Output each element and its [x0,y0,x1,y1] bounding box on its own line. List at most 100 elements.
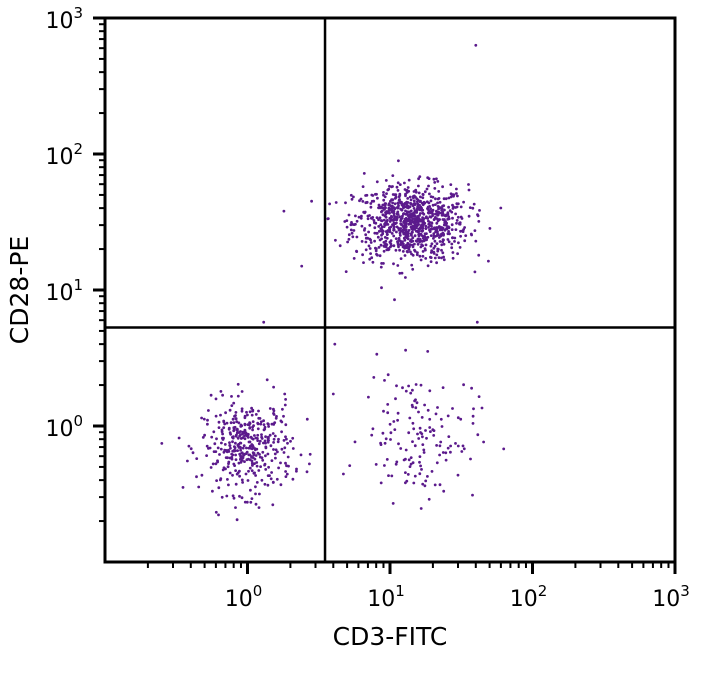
data-point [471,493,474,497]
data-point [234,482,238,486]
data-point [430,470,434,473]
data-point [394,237,398,241]
data-point [437,236,441,239]
data-point [419,206,422,209]
data-point [429,195,433,199]
data-point [230,395,233,398]
data-point [440,243,444,247]
data-point [197,485,201,489]
data-point [384,179,388,182]
data-point [437,190,441,193]
data-point [251,444,255,447]
data-point [366,217,370,221]
data-point [402,236,406,240]
data-point [253,471,256,475]
data-point [405,200,408,204]
data-point [402,206,405,210]
data-point [437,205,441,209]
data-point [195,475,198,479]
data-point [274,416,278,420]
data-point [403,181,406,185]
data-point [430,249,434,253]
data-point [277,466,280,470]
data-point [217,486,221,490]
data-point [419,383,423,387]
data-point [389,225,393,229]
data-point [449,195,453,199]
data-point [195,457,199,460]
data-point [404,348,407,352]
data-point [254,454,258,457]
data-point [235,420,239,424]
data-point [449,183,453,187]
data-point [461,444,465,448]
data-point [391,201,394,205]
data-point [403,254,407,257]
data-point [219,447,223,451]
data-point [396,210,400,214]
data-point [450,223,454,227]
data-point [440,208,443,212]
data-point [285,472,289,476]
data-point [397,245,400,249]
data-point [422,217,426,221]
data-point [252,452,256,455]
data-point [262,441,265,445]
data-point [380,209,384,213]
data-point [237,446,241,449]
data-point [225,421,229,425]
data-point [451,251,455,254]
data-point [234,506,237,509]
data-point [234,441,237,445]
data-point [409,202,412,205]
data-point [284,475,288,478]
data-point [423,484,427,488]
data-point [223,443,227,446]
data-point [273,452,277,456]
data-point [455,219,459,222]
data-point [377,225,381,228]
data-point [419,199,422,203]
data-point [440,425,444,428]
data-point [240,478,244,482]
data-point [254,413,258,416]
data-point [248,466,252,470]
data-point [448,232,451,236]
data-point [386,188,390,192]
data-point [206,418,209,422]
data-point [214,397,218,401]
data-point [384,215,388,219]
data-point [239,437,243,440]
data-point [430,210,434,214]
data-point [450,246,454,250]
data-point [471,414,475,418]
data-point [217,513,220,517]
data-point [223,422,227,426]
data-point [456,252,459,256]
data-point [227,483,230,487]
data-point [228,471,232,475]
data-point [405,206,409,209]
data-point [395,206,399,209]
data-point [416,202,420,206]
data-point [449,444,452,448]
data-point [399,447,403,450]
data-point [476,433,480,437]
data-point [386,411,390,415]
data-point [260,435,263,439]
data-point [285,464,288,468]
data-point [248,410,252,414]
data-point [407,229,411,232]
data-point [383,208,386,211]
data-point [239,430,242,433]
data-point [238,474,242,478]
data-point [455,205,459,209]
data-point [262,419,265,423]
data-point [437,225,441,229]
data-point [388,220,392,223]
data-point [419,464,422,468]
data-point [411,461,415,465]
data-point [431,428,435,432]
data-point [254,492,257,496]
